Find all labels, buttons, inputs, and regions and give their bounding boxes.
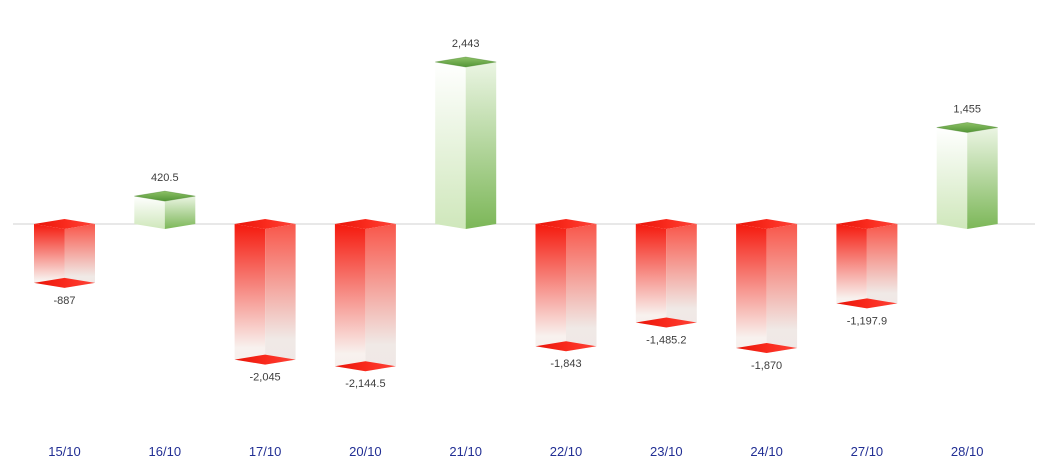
bar-28-10[interactable]: 1,455 — [936, 104, 998, 229]
bar-bottom-diamond — [736, 343, 798, 354]
bar-21-10[interactable]: 2,443 — [435, 38, 497, 229]
data-label-17-10: -2,045 — [249, 372, 280, 384]
data-label-16-10: 420.5 — [151, 172, 179, 184]
bar-bottom-diamond — [34, 277, 95, 288]
bar-17-10[interactable]: -2,045 — [234, 219, 296, 384]
x-axis-label-23-10: 23/10 — [650, 444, 683, 459]
bar-face-left — [334, 224, 366, 372]
bar-top-diamond — [134, 190, 196, 202]
bar-face-right — [465, 62, 497, 229]
bar-15-10[interactable]: -887 — [34, 219, 95, 307]
bar-face-right — [164, 196, 196, 229]
bar-face-left — [134, 196, 165, 229]
bar-face-left — [34, 224, 65, 288]
bar-20-10[interactable]: -2,144.5 — [334, 219, 396, 390]
bar-23-10[interactable]: -1,485.2 — [635, 219, 697, 346]
bar-face-right — [766, 224, 798, 354]
bar-24-10[interactable]: -1,870 — [736, 219, 798, 372]
x-axis-label-20-10: 20/10 — [349, 444, 382, 459]
bar-top-diamond — [936, 122, 998, 133]
bar-face-left — [234, 224, 266, 365]
data-label-20-10: -2,144.5 — [345, 378, 385, 390]
bar-16-10[interactable]: 420.5 — [134, 172, 196, 229]
bar-face-right — [566, 224, 597, 352]
bar-bottom-diamond — [635, 317, 697, 328]
bar-22-10[interactable]: -1,843 — [535, 219, 597, 370]
bar-face-left — [836, 224, 867, 309]
bar-face-left — [736, 224, 767, 354]
data-label-27-10: -1,197.9 — [847, 315, 887, 327]
data-label-21-10: 2,443 — [452, 38, 480, 50]
x-axis-label-22-10: 22/10 — [550, 444, 583, 459]
bar-top-diamond — [435, 56, 497, 68]
bar-face-right — [967, 127, 998, 229]
x-axis-label-24-10: 24/10 — [750, 444, 783, 459]
bar-face-left — [936, 127, 968, 229]
bar-face-right — [64, 224, 95, 288]
bar-face-left — [435, 62, 466, 229]
x-axis-label-28-10: 28/10 — [951, 444, 984, 459]
data-label-28-10: 1,455 — [953, 104, 981, 116]
x-axis-label-27-10: 27/10 — [851, 444, 884, 459]
data-label-22-10: -1,843 — [550, 358, 581, 370]
x-axis-label-16-10: 16/10 — [149, 444, 182, 459]
bar-face-left — [635, 224, 667, 328]
bar-bottom-diamond — [535, 341, 597, 352]
bar-face-right — [866, 224, 898, 309]
x-axis-label-21-10: 21/10 — [449, 444, 482, 459]
x-axis-label-15-10: 15/10 — [48, 444, 81, 459]
bar-face-right — [365, 224, 396, 372]
bar-bottom-diamond — [234, 354, 296, 365]
data-label-23-10: -1,485.2 — [646, 334, 686, 346]
bar-bottom-diamond — [334, 361, 396, 372]
bar-bottom-diamond — [836, 298, 898, 309]
bar-face-left — [535, 224, 566, 352]
bar-face-right — [666, 224, 697, 328]
bar-face-right — [265, 224, 296, 365]
data-label-15-10: -887 — [53, 295, 75, 307]
data-label-24-10: -1,870 — [751, 360, 782, 372]
bar-27-10[interactable]: -1,197.9 — [836, 219, 898, 327]
x-axis-label-17-10: 17/10 — [249, 444, 282, 459]
